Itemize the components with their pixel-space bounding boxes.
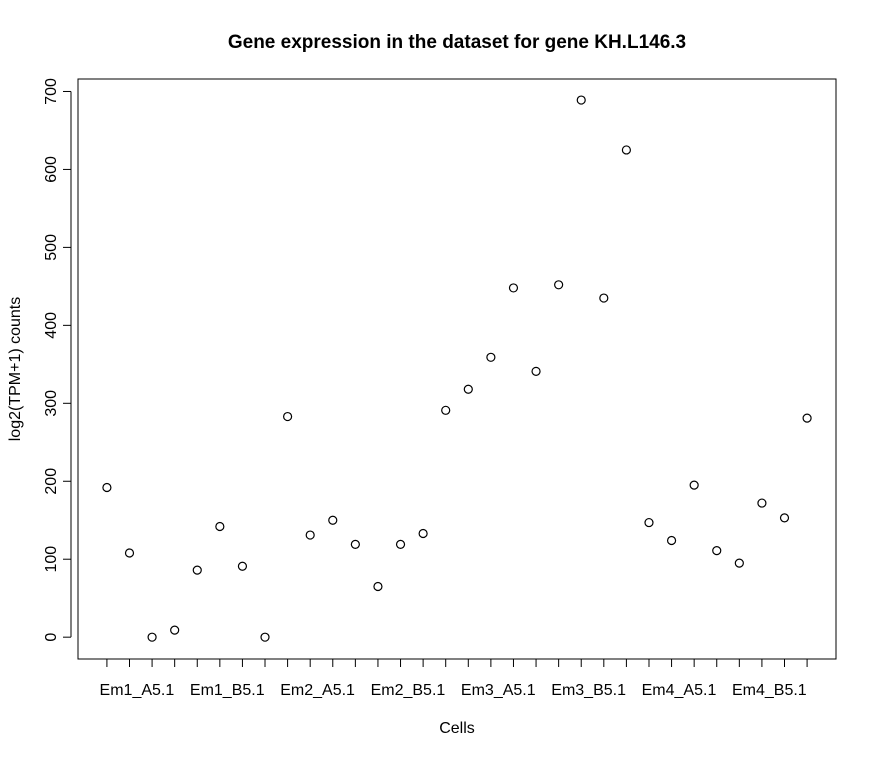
data-point — [712, 546, 722, 556]
data-point — [621, 145, 631, 155]
data-point — [644, 517, 654, 528]
data-point — [576, 95, 586, 105]
data-point — [350, 539, 360, 550]
data-point — [373, 581, 383, 592]
data-point — [666, 535, 677, 546]
x-tick-label: Em2_B5.1 — [371, 682, 446, 699]
y-axis-label: log2(TPM+1) counts — [7, 297, 24, 442]
data-point — [689, 480, 699, 490]
data-point — [215, 521, 225, 532]
x-tick-label: Em3_A5.1 — [461, 682, 536, 699]
data-point — [305, 530, 315, 540]
x-tick-label: Em4_B5.1 — [732, 682, 807, 699]
data-point — [192, 565, 202, 575]
y-tick-label: 400 — [43, 312, 60, 339]
data-point — [779, 513, 790, 523]
chart-title: Gene expression in the dataset for gene … — [228, 32, 686, 53]
y-tick-label: 600 — [43, 156, 60, 183]
y-tick-label: 700 — [43, 78, 60, 105]
data-point — [124, 548, 135, 558]
y-tick-label: 300 — [43, 390, 60, 417]
data-point — [757, 498, 767, 508]
data-point — [395, 539, 406, 550]
x-axis-label: Cells — [439, 720, 475, 737]
data-point — [418, 528, 428, 539]
data-point — [441, 405, 451, 415]
data-points — [102, 95, 812, 642]
y-tick-label: 0 — [43, 633, 60, 642]
data-point — [328, 515, 338, 525]
data-point — [802, 413, 812, 423]
y-tick-label: 200 — [43, 468, 60, 495]
x-tick-label: Em3_B5.1 — [551, 682, 626, 699]
data-point — [170, 625, 180, 635]
data-point — [599, 293, 609, 303]
data-point — [734, 558, 744, 568]
data-point — [147, 632, 157, 642]
data-point — [260, 632, 270, 642]
x-axis: Em1_A5.1 Em1_B5.1 Em2_A5.1 Em2_B5.1 Em3_A5.1… — [100, 658, 808, 699]
x-tick-label: Em4_A5.1 — [642, 682, 717, 699]
plot-frame — [77, 78, 837, 660]
x-tick-label: Em1_A5.1 — [100, 682, 175, 699]
y-tick-label: 100 — [43, 546, 60, 573]
x-tick-label: Em2_A5.1 — [280, 682, 355, 699]
x-tick-label: Em1_B5.1 — [190, 682, 265, 699]
data-point — [508, 283, 519, 293]
data-point — [531, 366, 541, 376]
data-point — [102, 482, 112, 493]
data-point — [237, 561, 248, 571]
data-point — [486, 352, 496, 362]
data-point — [463, 384, 473, 394]
y-tick-label: 500 — [43, 234, 60, 261]
y-axis: 0 100 200 300 400 500 600 700 — [43, 78, 72, 642]
data-point — [554, 280, 564, 290]
data-point — [283, 411, 293, 422]
